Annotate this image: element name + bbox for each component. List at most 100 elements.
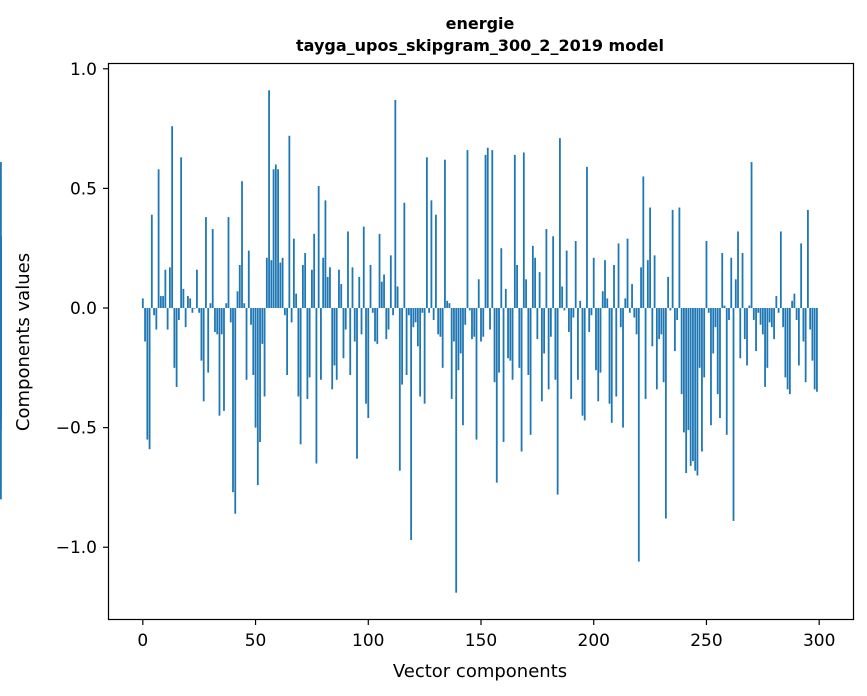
bar-40 [232,308,234,493]
bar-213 [622,308,624,428]
x-tick-label: 150 [465,631,497,651]
bar-81 [324,200,327,309]
bar-13 [171,126,174,309]
bar-168 [520,308,523,452]
bar-244 [692,308,694,462]
bar-36 [223,308,225,411]
bar-182 [552,236,555,309]
bar-229 [658,308,661,340]
bar-217 [631,284,633,309]
bar-95 [356,308,358,459]
bar-9 [162,296,165,309]
bar-235 [671,209,674,309]
bar-268 [746,308,748,366]
bar-50 [254,308,257,428]
bar-117 [405,308,408,375]
bar-166 [516,264,518,309]
bar-261 [730,257,733,309]
bar-0 [141,298,144,309]
bar-293 [802,308,805,342]
bar-5 [153,308,155,316]
bar-207 [608,308,611,404]
bar-138 [453,308,455,342]
bar-247 [698,308,701,368]
bar-222 [642,176,645,309]
bar-290 [795,308,798,320]
bar-111 [392,308,394,316]
bar-69 [297,308,300,397]
bar-17 [180,157,183,309]
bar-161 [504,288,507,309]
bar-296 [809,308,812,330]
bar-292 [800,243,803,309]
bar-195 [581,308,584,416]
y-tick-label: −0.5 [56,419,97,439]
bar-140 [457,308,460,371]
bar-105 [378,233,381,309]
bar-42 [236,291,239,309]
bar-265 [739,308,742,359]
bar-4 [150,214,153,309]
bar-232 [664,308,667,519]
bar-179 [545,229,548,308]
bar-150 [480,308,482,342]
bar-155 [491,150,494,309]
bar-279 [770,308,773,328]
bar-136 [448,303,451,308]
bar-142 [462,308,464,426]
bar-177 [540,308,543,402]
bar-178 [543,308,546,354]
bar-104 [376,308,379,344]
bar-112 [394,99,397,308]
bar-167 [518,308,521,368]
bar-108 [385,308,388,340]
bar-243 [689,308,692,466]
bar-209 [613,264,615,309]
bar-64 [286,308,289,375]
bar-160 [502,308,505,442]
bar-19 [184,308,187,328]
bar-126 [425,157,428,309]
bar-288 [791,300,794,309]
bar-250 [705,241,708,309]
bar-144 [466,150,469,309]
bar-128 [430,200,433,309]
bar-8 [159,296,162,309]
bar-191 [572,308,575,318]
chart-subtitle: tayga_upos_skipgram_300_2_2019 model [296,36,664,55]
bar-66 [290,308,293,323]
bar-264 [737,231,739,309]
bar-151 [482,308,485,337]
bar-56 [268,90,270,308]
bar-96 [358,276,361,309]
bar-273 [757,308,760,313]
bar-276 [764,308,766,387]
bar-200 [592,257,595,309]
bar-212 [619,308,622,328]
bar-245 [694,308,697,471]
bar-231 [662,308,665,383]
bar-55 [265,257,268,309]
bar-263 [734,279,737,309]
bar-118 [407,308,410,316]
bar-82 [326,276,329,309]
bar-139 [455,308,458,593]
bar-131 [437,308,440,335]
bar-85 [333,308,336,366]
bar-143 [464,308,467,325]
bar-285 [784,308,787,378]
bar-299 [816,308,818,392]
bar-70 [299,308,302,445]
bar-194 [579,300,582,309]
bar-180 [547,308,550,390]
bar-148 [475,308,478,440]
bar-93 [351,267,354,309]
bar-242 [687,308,690,431]
bar-92 [349,308,352,375]
bar-77 [315,308,318,464]
x-axis-label: Vector components [393,661,567,682]
bar-88 [340,284,343,309]
bar-89 [342,308,345,359]
bar-253 [712,308,715,354]
bar-63 [283,308,286,316]
